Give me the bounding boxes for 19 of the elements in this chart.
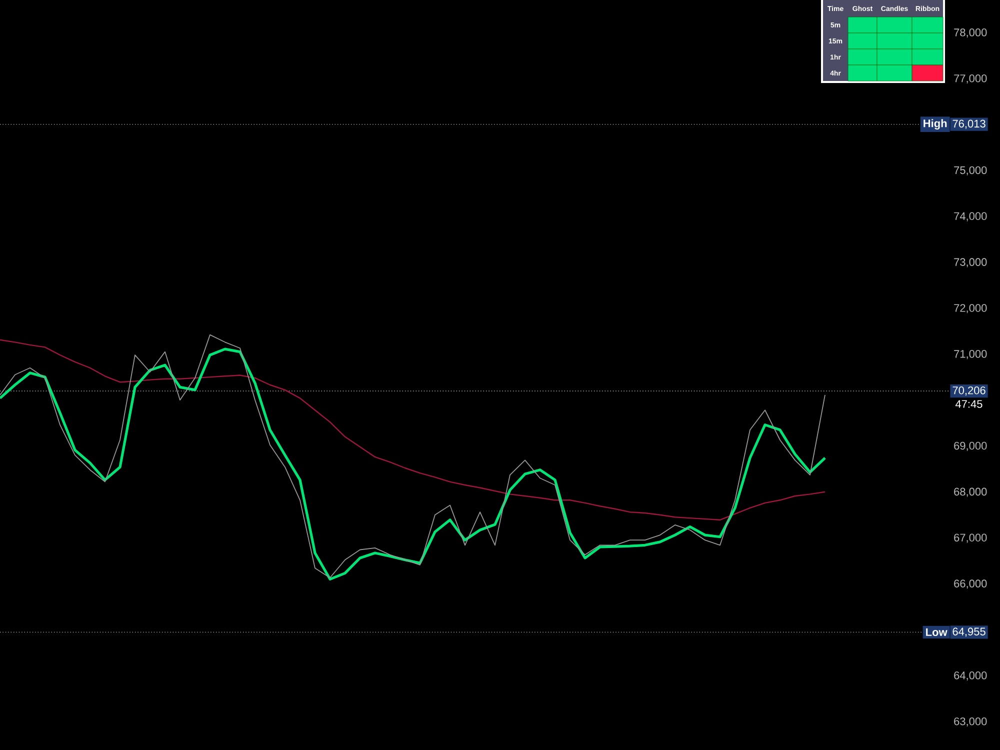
y-tick-label: 74,000 xyxy=(954,212,987,222)
y-tick-label: 68,000 xyxy=(954,488,987,497)
y-tick-label: 70,206 xyxy=(952,386,986,396)
y-tick-label: 72,000 xyxy=(954,304,987,314)
y-tick-label: 73,000 xyxy=(954,258,987,268)
y-tick-label: 77,000 xyxy=(954,74,987,84)
y-tick-label: 66,000 xyxy=(954,580,987,589)
y-tick-label: 71,000 xyxy=(954,350,987,360)
y-tick-label: 76,013 xyxy=(952,120,986,129)
text: 47:45 xyxy=(955,400,982,408)
y-tick-label: 78,000 xyxy=(954,28,987,38)
y-tick-label: 69,000 xyxy=(954,442,987,451)
y-tick-label: 67,000 xyxy=(954,534,987,543)
y-tick-label: 64,955 xyxy=(952,628,986,637)
y-tick-label: 75,000 xyxy=(954,166,987,176)
y-tick-label: 64,000 xyxy=(954,672,987,681)
ref-line-label: High xyxy=(924,119,947,130)
y-tick-label: 63,000 xyxy=(954,717,987,727)
ref-line-label: Low xyxy=(926,628,948,636)
